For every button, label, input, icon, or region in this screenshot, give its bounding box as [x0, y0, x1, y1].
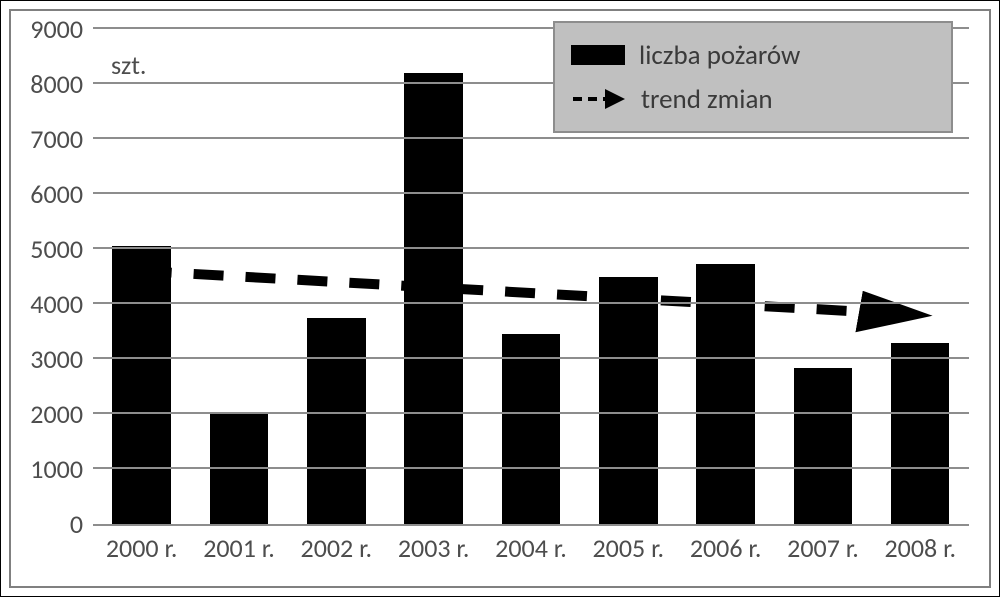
bar	[112, 246, 170, 524]
x-tick-label: 2007 r.	[774, 532, 871, 572]
bar-slot	[385, 29, 482, 524]
y-tick-label: 0	[70, 508, 93, 540]
y-tick-label: 7000	[30, 123, 93, 155]
y-tick-label: 5000	[30, 233, 93, 265]
bar	[502, 334, 560, 524]
x-axis-labels: 2000 r.2001 r.2002 r.2003 r.2004 r.2005 …	[93, 532, 969, 572]
y-unit-label: szt.	[111, 49, 146, 81]
gridline	[93, 137, 969, 139]
bar	[599, 277, 657, 525]
outer-frame: szt. 0 1000 2000 3000 4000 5000 6000 7000 8000 90…	[0, 0, 1000, 597]
legend: liczba pożarów trend zmian	[553, 21, 953, 133]
y-tick-label: 3000	[30, 343, 93, 375]
x-tick-label: 2004 r.	[482, 532, 579, 572]
x-tick-label: 2008 r.	[872, 532, 969, 572]
y-tick-label: 2000	[30, 398, 93, 430]
x-tick-label: 2001 r.	[190, 532, 287, 572]
gridline	[93, 412, 969, 414]
x-tick-label: 2002 r.	[288, 532, 385, 572]
y-tick-label: 4000	[30, 288, 93, 320]
y-tick-label: 1000	[30, 453, 93, 485]
bar	[404, 73, 462, 524]
bar-slot	[93, 29, 190, 524]
bar	[794, 368, 852, 524]
x-tick-label: 2003 r.	[385, 532, 482, 572]
gridline	[93, 357, 969, 359]
chart-frame: szt. 0 1000 2000 3000 4000 5000 6000 7000 8000 90…	[9, 9, 991, 588]
y-tick-label: 6000	[30, 178, 93, 210]
gridline	[93, 302, 969, 304]
legend-swatch-bar	[571, 45, 625, 65]
gridline	[93, 247, 969, 249]
legend-series-trend-label: trend zmian	[641, 83, 773, 116]
bar	[891, 343, 949, 525]
bar-slot	[288, 29, 385, 524]
y-tick-label: 9000	[30, 13, 93, 45]
x-tick-label: 2006 r.	[677, 532, 774, 572]
x-tick-label: 2005 r.	[580, 532, 677, 572]
legend-series-bar-label: liczba pożarów	[639, 39, 800, 72]
bar	[307, 318, 365, 524]
gridline	[93, 192, 969, 194]
bar-slot	[190, 29, 287, 524]
legend-swatch-trend	[571, 87, 627, 111]
y-tick-label: 8000	[30, 68, 93, 100]
x-tick-label: 2000 r.	[93, 532, 190, 572]
gridline	[93, 467, 969, 469]
legend-item-bars: liczba pożarów	[571, 33, 927, 77]
legend-item-trend: trend zmian	[571, 77, 927, 121]
